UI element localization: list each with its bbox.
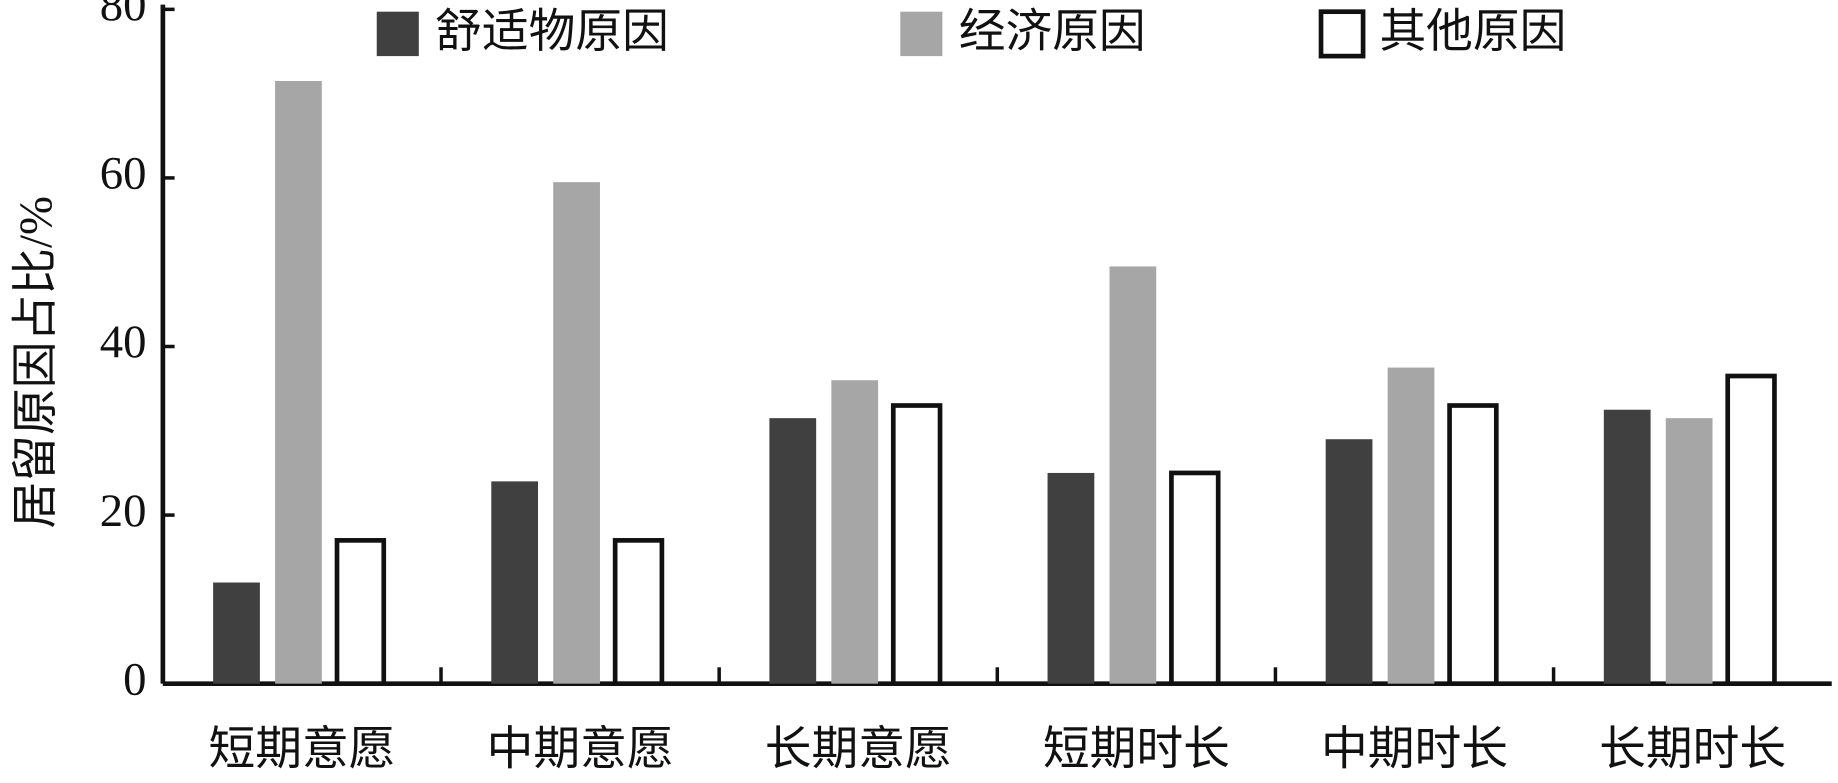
bar	[553, 182, 600, 684]
y-tick-label: 80	[100, 0, 147, 31]
x-tick-label: 短期意愿	[208, 724, 395, 776]
bar	[612, 538, 665, 687]
bar	[1603, 409, 1651, 684]
x-tick-label: 中期时长	[1321, 724, 1508, 776]
y-tick-label: 60	[100, 148, 147, 200]
bar	[769, 418, 817, 684]
bar	[1447, 403, 1499, 687]
legend-swatch	[900, 11, 943, 57]
bar	[1665, 418, 1713, 684]
y-tick-label: 0	[123, 653, 146, 705]
legend-label: 其他原因	[1379, 6, 1566, 58]
y-axis-label: 居留原因占比/%	[10, 196, 62, 528]
bar	[491, 481, 539, 684]
bar	[1169, 470, 1221, 687]
legend-swatch	[376, 11, 419, 57]
bar	[1725, 373, 1777, 687]
x-tick-label: 长期意愿	[765, 724, 952, 776]
bar	[1325, 439, 1373, 684]
x-tick-label: 长期时长	[1599, 724, 1786, 776]
bar	[213, 582, 260, 684]
bar	[831, 380, 879, 684]
bar	[275, 80, 322, 684]
y-tick-label: 20	[100, 485, 147, 537]
x-tick-label: 短期时长	[1043, 724, 1230, 776]
legend-label: 舒适物原因	[435, 6, 669, 58]
bar	[1047, 472, 1095, 684]
bar	[1109, 266, 1157, 684]
x-tick-label: 中期意愿	[487, 724, 674, 776]
y-tick-label: 40	[100, 316, 147, 368]
legend-label: 经济原因	[959, 6, 1146, 58]
bar	[1387, 367, 1435, 684]
legend-swatch	[1318, 9, 1366, 59]
bar	[334, 538, 387, 687]
bar	[890, 403, 943, 687]
